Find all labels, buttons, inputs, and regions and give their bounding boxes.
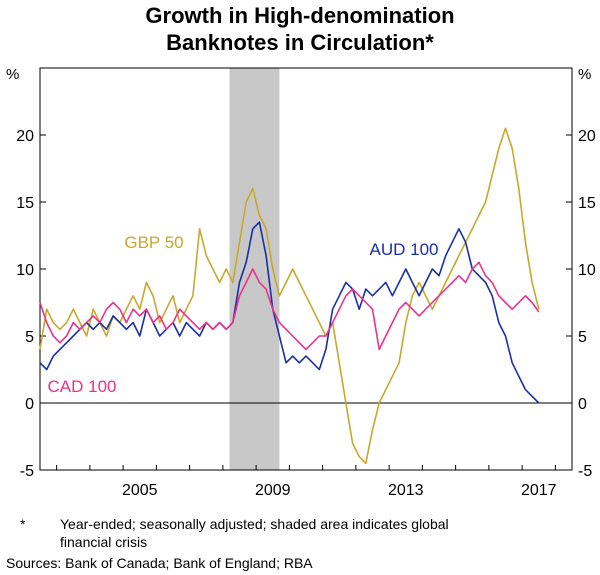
- series-label-cad-100: CAD 100: [48, 377, 117, 396]
- footnote-text-line1: Year-ended; seasonally adjusted; shaded …: [60, 516, 449, 532]
- footnote-marker: *: [20, 516, 26, 532]
- series-line-aud-100: [39, 221, 540, 404]
- y-tick-label-left: 10: [16, 262, 34, 279]
- y-tick-label-left: 20: [16, 128, 34, 145]
- shaded-region-gfc: [229, 68, 280, 470]
- y-tick-label-right: 20: [578, 128, 596, 145]
- footnote-text-line2: financial crisis: [60, 534, 148, 550]
- x-tick-label: 2017: [521, 482, 557, 499]
- y-tick-label-left: 5: [25, 329, 34, 346]
- sources-text: Sources: Bank of Canada; Bank of England…: [6, 555, 313, 571]
- y-tick-label-right: 10: [578, 262, 596, 279]
- y-tick-label-right: 5: [578, 329, 587, 346]
- y-tick-label-left: 0: [25, 396, 34, 413]
- chart-title-line1: Growth in High-denomination: [145, 3, 455, 28]
- x-tick-label: 2013: [388, 482, 424, 499]
- series-line-cad-100: [39, 261, 540, 351]
- series-line-gbp-50: [39, 127, 540, 465]
- series-label-gbp-50: GBP 50: [124, 233, 183, 252]
- y-tick-label-right: 15: [578, 195, 596, 212]
- chart-title-line2: Banknotes in Circulation*: [166, 30, 434, 55]
- y-tick-label-right: -5: [578, 463, 592, 480]
- series-label-aud-100: AUD 100: [370, 240, 439, 259]
- chart-title: Growth in High-denomination Banknotes in…: [0, 2, 600, 56]
- plot-frame: [39, 67, 573, 471]
- y-tick-label-left: 15: [16, 195, 34, 212]
- y-tick-label-right: 0: [578, 396, 587, 413]
- y-axis-unit-right: %: [578, 66, 592, 83]
- x-tick-label: 2009: [255, 482, 291, 499]
- y-axis-unit-left: %: [6, 66, 20, 83]
- y-tick-label-left: -5: [20, 463, 34, 480]
- x-tick-label: 2005: [122, 482, 158, 499]
